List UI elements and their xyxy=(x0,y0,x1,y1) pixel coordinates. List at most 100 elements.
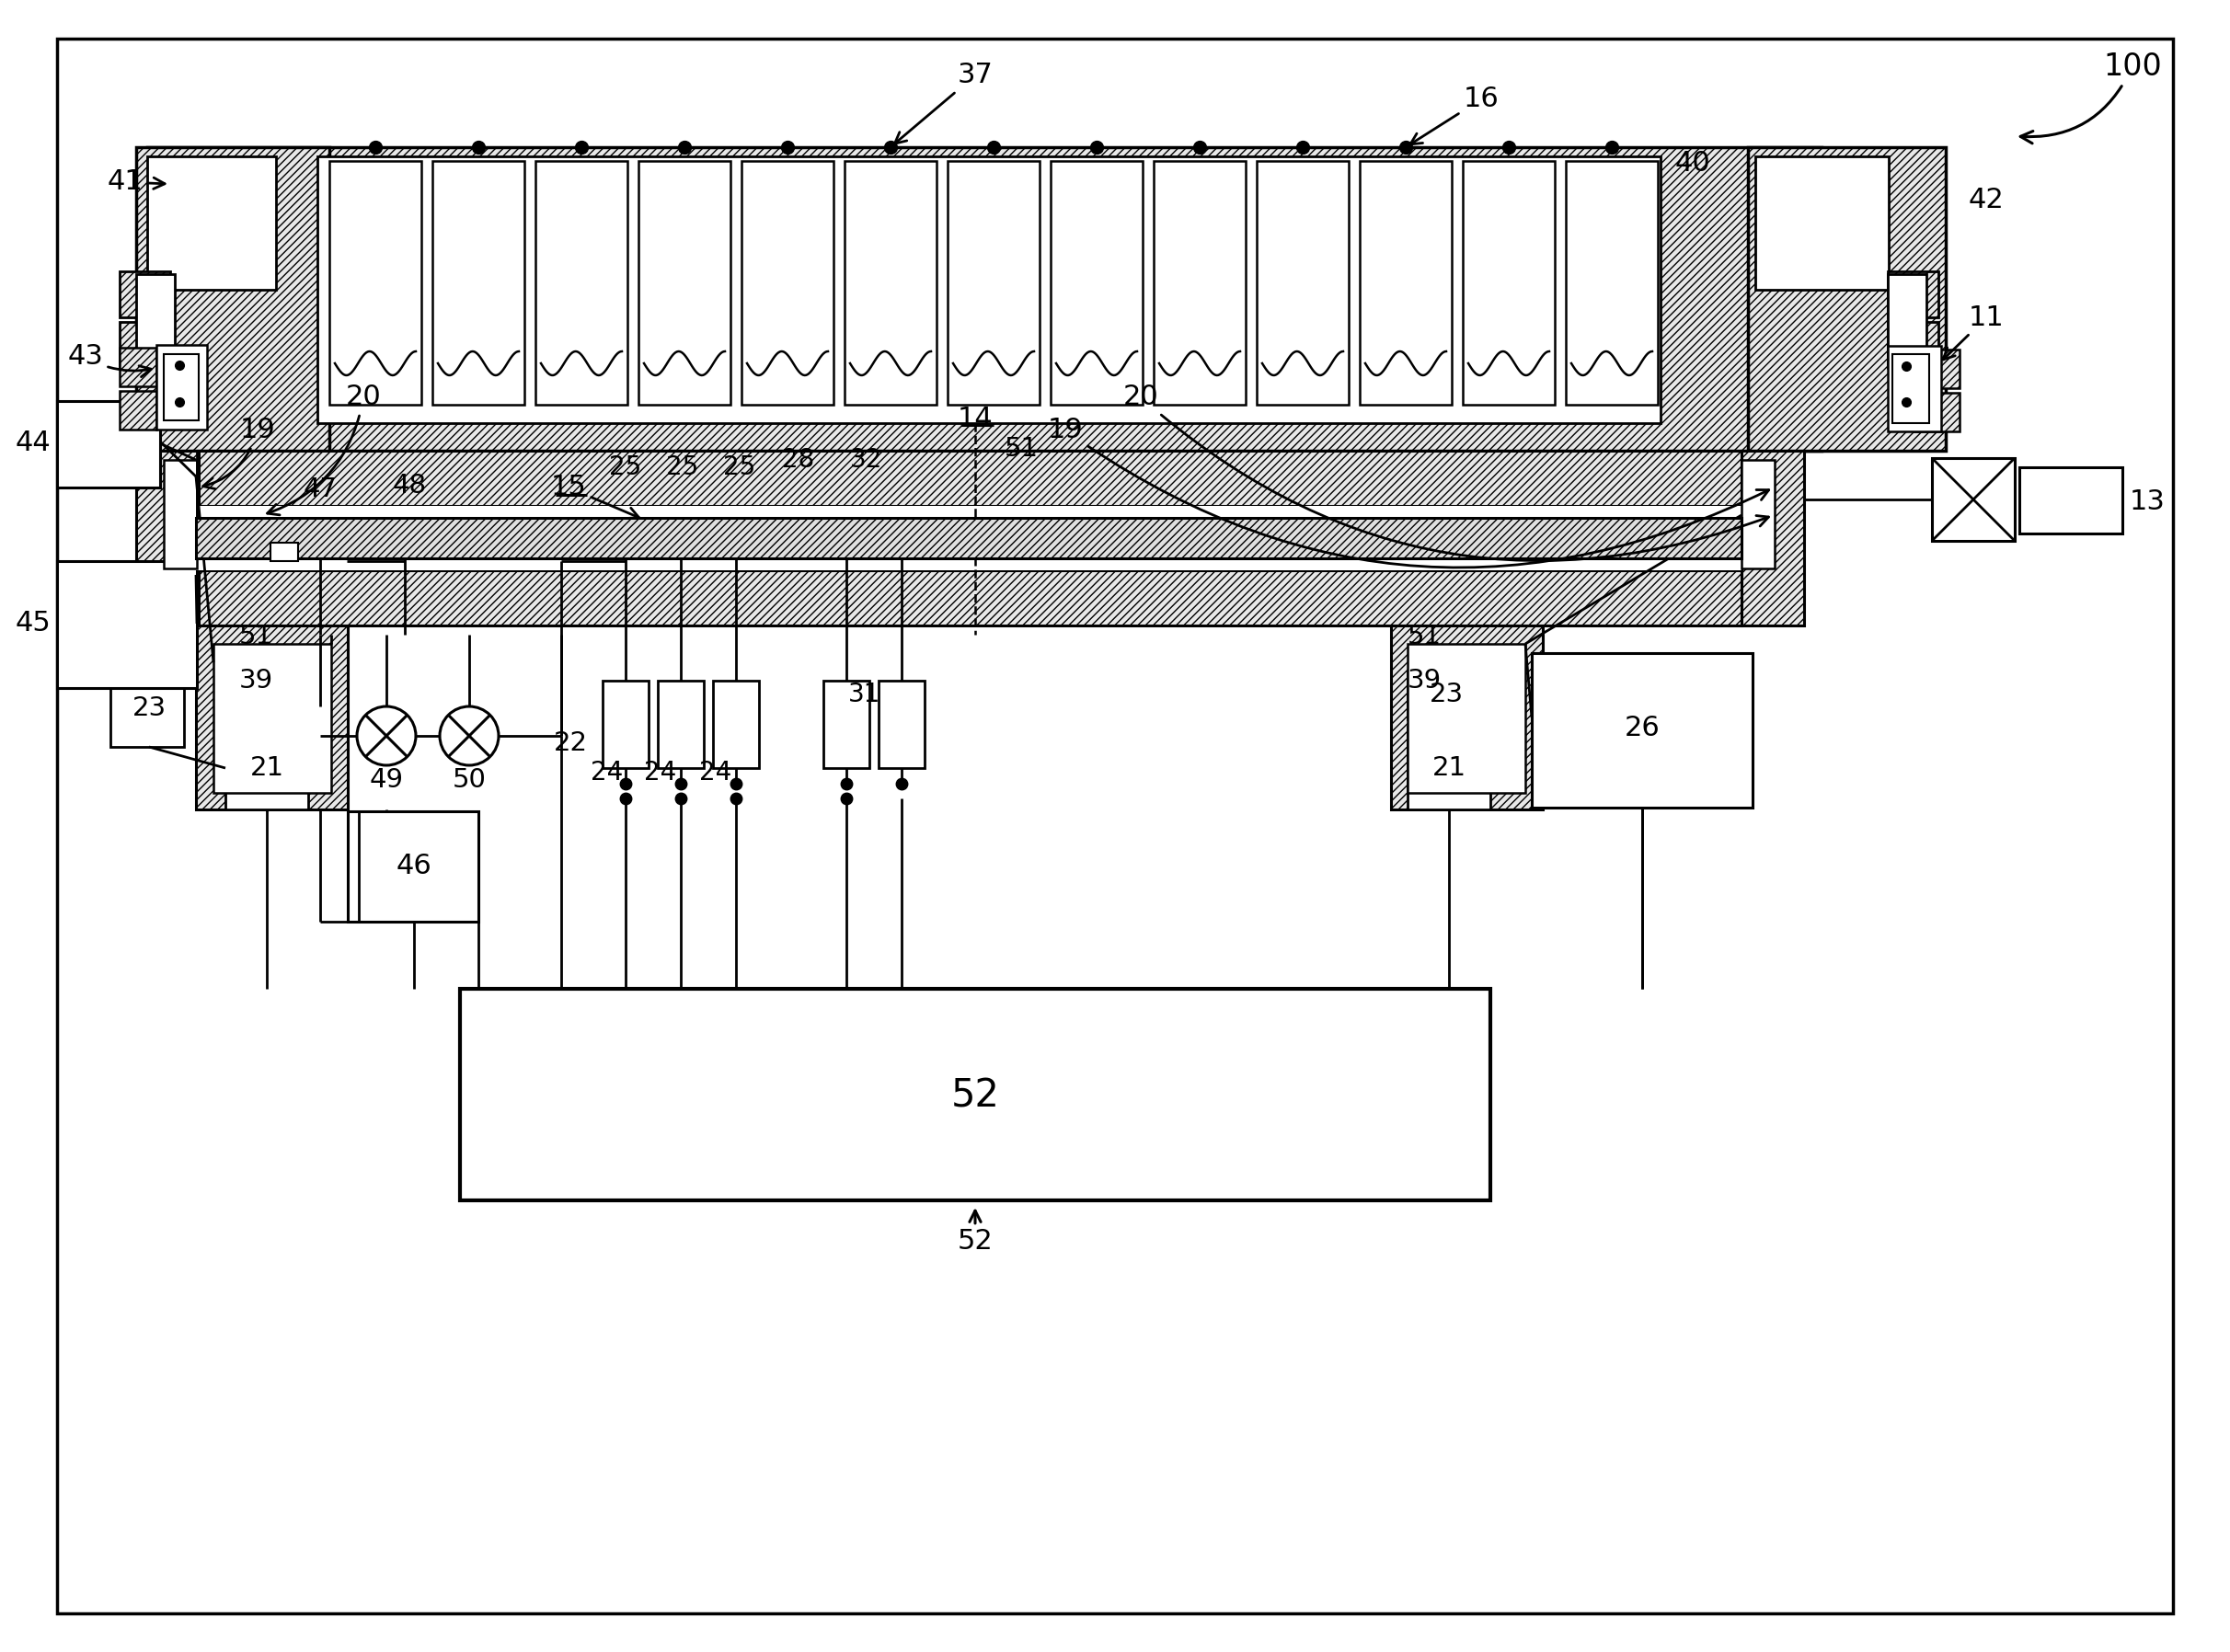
Bar xyxy=(1407,671,1481,719)
Text: 49: 49 xyxy=(370,767,404,793)
Bar xyxy=(196,626,348,809)
Text: 20: 20 xyxy=(1124,383,1768,560)
Text: 45: 45 xyxy=(16,610,51,638)
Bar xyxy=(196,570,1742,626)
Text: 39: 39 xyxy=(239,667,274,694)
Bar xyxy=(120,347,156,387)
Bar xyxy=(602,681,649,768)
Bar xyxy=(196,517,1742,558)
Bar xyxy=(136,274,174,363)
Text: 47: 47 xyxy=(303,476,337,502)
Bar xyxy=(1392,626,1543,809)
Bar xyxy=(1258,160,1349,405)
Bar xyxy=(823,681,870,768)
Bar xyxy=(1913,350,1960,388)
Bar xyxy=(136,147,330,451)
Bar xyxy=(1889,274,1927,363)
Text: 19: 19 xyxy=(1048,418,1768,568)
Bar xyxy=(120,392,156,430)
Bar xyxy=(459,990,1490,1201)
Text: 21: 21 xyxy=(1432,755,1465,781)
Bar xyxy=(948,160,1039,405)
Bar xyxy=(535,160,627,405)
Text: 52: 52 xyxy=(957,1211,992,1256)
Text: 20: 20 xyxy=(268,383,381,515)
Bar xyxy=(112,671,185,747)
Bar xyxy=(1050,160,1142,405)
Bar xyxy=(1407,727,1490,809)
Text: 21: 21 xyxy=(250,755,283,781)
Bar xyxy=(1748,147,1947,451)
Text: 15: 15 xyxy=(551,474,640,519)
Bar xyxy=(120,271,169,317)
Bar xyxy=(1153,160,1247,405)
Bar xyxy=(1755,157,1889,289)
Text: 24: 24 xyxy=(700,760,731,786)
Bar xyxy=(58,562,196,687)
Bar xyxy=(136,451,198,626)
Bar xyxy=(1931,458,2014,540)
Bar xyxy=(1463,160,1554,405)
Bar xyxy=(1742,459,1775,568)
Text: 19: 19 xyxy=(203,418,277,489)
Bar xyxy=(1532,653,1753,808)
Text: 100: 100 xyxy=(2020,51,2161,144)
Text: 50: 50 xyxy=(453,767,486,793)
Bar xyxy=(317,157,1661,423)
Bar xyxy=(743,160,834,405)
Text: 39: 39 xyxy=(1407,667,1443,694)
Text: 13: 13 xyxy=(2130,487,2165,515)
Bar xyxy=(1893,354,1929,423)
Bar xyxy=(156,345,207,430)
Circle shape xyxy=(439,707,500,765)
Circle shape xyxy=(357,707,415,765)
Text: 24: 24 xyxy=(644,760,676,786)
Text: 26: 26 xyxy=(1623,715,1659,742)
Text: 24: 24 xyxy=(591,760,624,786)
Text: 31: 31 xyxy=(847,682,881,707)
Text: 23: 23 xyxy=(1429,682,1463,707)
Bar xyxy=(225,727,308,809)
Text: 43: 43 xyxy=(67,344,152,377)
Bar xyxy=(658,681,705,768)
Bar xyxy=(433,160,524,405)
Bar xyxy=(879,681,925,768)
Bar xyxy=(1742,451,1804,626)
Bar xyxy=(147,157,277,289)
Bar xyxy=(1565,160,1657,405)
Bar xyxy=(1889,322,1938,368)
Bar xyxy=(330,160,421,405)
Text: 11: 11 xyxy=(1942,304,2005,360)
Text: 32: 32 xyxy=(850,448,883,472)
Text: 44: 44 xyxy=(16,430,51,456)
Text: 51: 51 xyxy=(1004,436,1039,463)
Bar xyxy=(2020,468,2123,534)
Text: 51: 51 xyxy=(239,624,274,649)
Text: 14: 14 xyxy=(957,405,992,431)
Text: 42: 42 xyxy=(1969,187,2005,213)
Bar xyxy=(270,544,299,562)
Bar xyxy=(845,160,937,405)
Text: 46: 46 xyxy=(397,852,433,881)
Text: 25: 25 xyxy=(667,454,698,481)
Text: 22: 22 xyxy=(553,730,586,757)
Bar xyxy=(714,681,758,768)
Text: 16: 16 xyxy=(1409,86,1499,144)
Bar xyxy=(1889,271,1938,317)
Text: 48: 48 xyxy=(392,472,426,499)
Bar xyxy=(120,322,169,368)
Text: 51: 51 xyxy=(1407,624,1443,649)
Bar xyxy=(196,506,1742,570)
Bar xyxy=(638,160,731,405)
Bar xyxy=(1360,160,1452,405)
Bar xyxy=(196,451,1742,506)
Bar xyxy=(163,459,196,568)
Bar xyxy=(1889,345,1940,431)
Text: 23: 23 xyxy=(132,695,165,722)
Bar xyxy=(214,644,332,793)
Text: 52: 52 xyxy=(950,1077,999,1115)
Text: 40: 40 xyxy=(1675,150,1710,177)
Bar xyxy=(58,401,161,487)
Bar xyxy=(1407,644,1525,793)
Bar xyxy=(348,811,479,922)
